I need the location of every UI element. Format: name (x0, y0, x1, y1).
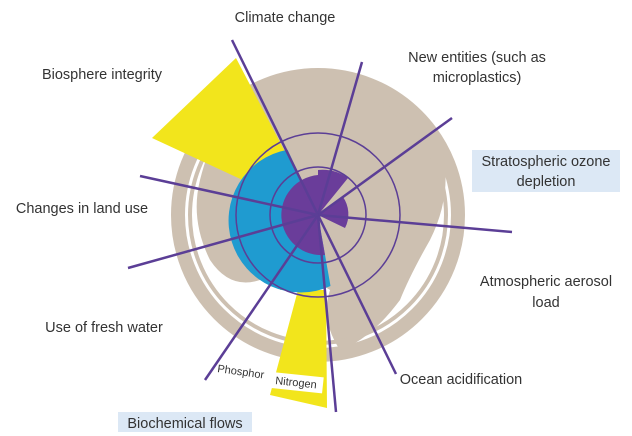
label-highlight (118, 412, 252, 432)
label: New entities (such as (408, 50, 546, 66)
label-background (270, 372, 324, 394)
ray (203, 214, 320, 381)
purple-sector (318, 197, 349, 228)
label: Biosphere integrity (42, 67, 163, 83)
label: Ocean acidification (400, 372, 523, 388)
label: depletion (517, 174, 576, 190)
ray (316, 214, 338, 413)
rays (127, 39, 513, 413)
nitrogen-wedge (270, 215, 327, 408)
ray (127, 213, 319, 270)
ray (317, 116, 453, 217)
label: Nitrogen (275, 375, 318, 391)
label: Biochemical flows (127, 416, 242, 432)
ray (139, 174, 319, 217)
purple-sector (281, 175, 325, 256)
inner-circle (269, 166, 367, 264)
label: Climate change (235, 10, 336, 26)
purple-sector (318, 169, 348, 215)
label: load (532, 295, 559, 311)
ray (230, 39, 320, 216)
ray (317, 213, 513, 234)
label-highlight (472, 150, 620, 192)
label: Atmospheric aerosol (480, 274, 612, 290)
label: microplastics) (433, 70, 522, 86)
label: Phosphor (217, 363, 266, 381)
label: Use of fresh water (45, 320, 163, 336)
boundary-circle (235, 132, 401, 298)
label: Stratospheric ozone (482, 154, 611, 170)
label: Changes in land use (16, 201, 148, 217)
ray (316, 214, 398, 375)
ray (316, 61, 364, 216)
blue-sector (228, 149, 331, 293)
